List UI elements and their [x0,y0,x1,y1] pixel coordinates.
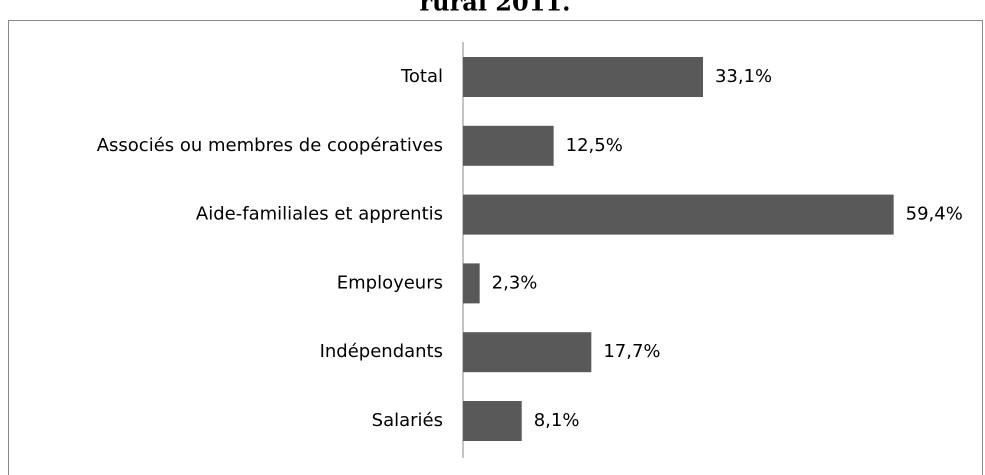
bar [463,332,592,373]
value-label: 33,1% [715,66,772,87]
bar [463,125,554,166]
bar [463,194,894,235]
bar [463,401,522,441]
bar [463,57,703,97]
category-label: Indépendants [320,341,443,362]
category-label: Aide-familiales et apprentis [196,204,443,225]
value-label: 8,1% [534,410,580,431]
category-label: Employeurs [337,272,443,293]
value-label: 59,4% [906,204,963,225]
value-label: 2,3% [492,272,538,293]
bar [463,263,480,304]
category-label: Salariés [372,410,443,431]
category-label: Associés ou membres de coopératives [97,135,443,156]
chart-title: rural 2011. [420,0,571,17]
category-label: Total [400,66,443,87]
value-label: 12,5% [566,135,623,156]
chart-frame [8,20,983,475]
value-label: 17,7% [603,341,660,362]
